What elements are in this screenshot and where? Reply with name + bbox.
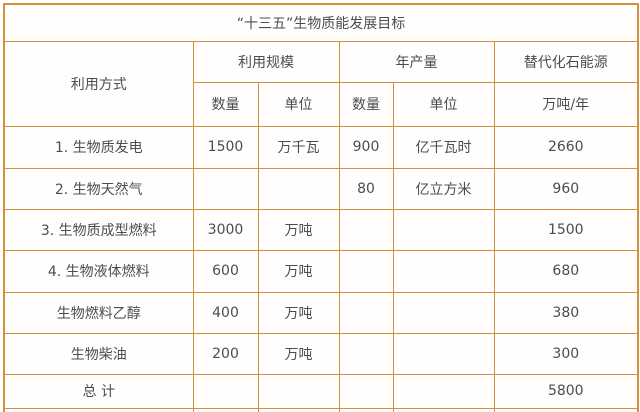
replace-value-cell: 300 — [493, 332, 639, 375]
cutoff-row — [3, 407, 639, 412]
scale-unit-cell: 万千瓦 — [257, 125, 340, 169]
scale-quantity-cell: 400 — [192, 291, 259, 334]
replace-value-cell: 960 — [493, 167, 639, 210]
replace-value-cell: 380 — [493, 291, 639, 334]
replace-value-cell: 2660 — [493, 125, 639, 169]
table-row: 3. 生物质成型燃料 3000 万吨 1500 — [3, 208, 639, 251]
empty-cell — [192, 407, 259, 412]
header-annual-group: 年产量 — [338, 40, 495, 83]
empty-cell — [3, 407, 194, 412]
scale-unit-cell — [257, 167, 340, 210]
scale-unit-cell: 万吨 — [257, 208, 340, 251]
scale-unit-cell: 万吨 — [257, 291, 340, 334]
replace-value-cell: 1500 — [493, 208, 639, 251]
table-title: “十三五”生物质能发展目标 — [3, 3, 639, 42]
annual-unit-cell: 亿千瓦时 — [392, 125, 495, 169]
empty-cell — [257, 407, 340, 412]
annual-quantity-cell — [338, 332, 394, 375]
replace-value-cell: 5800 — [493, 373, 639, 409]
header-scale-quantity: 数量 — [192, 81, 259, 127]
header-usage: 利用方式 — [3, 40, 194, 127]
table-row: 生物燃料乙醇 400 万吨 380 — [3, 291, 639, 334]
empty-cell — [493, 407, 639, 412]
header-annual-unit: 单位 — [392, 81, 495, 127]
header-annual-quantity: 数量 — [338, 81, 394, 127]
scale-quantity-cell: 200 — [192, 332, 259, 375]
row-label-cell: 1. 生物质发电 — [3, 125, 194, 169]
scale-quantity-cell — [192, 167, 259, 210]
table-row: 4. 生物液体燃料 600 万吨 680 — [3, 249, 639, 293]
annual-quantity-cell: 900 — [338, 125, 394, 169]
annual-quantity-cell — [338, 373, 394, 409]
empty-cell — [392, 407, 495, 412]
header-scale-group: 利用规模 — [192, 40, 340, 83]
scale-quantity-cell: 1500 — [192, 125, 259, 169]
row-label-cell: 2. 生物天然气 — [3, 167, 194, 210]
scale-unit-cell: 万吨 — [257, 332, 340, 375]
row-label-cell: 3. 生物质成型燃料 — [3, 208, 194, 251]
annual-quantity-cell — [338, 291, 394, 334]
biomass-target-table: “十三五”生物质能发展目标 利用方式 利用规模 年产量 替代化石能源 数量 单位… — [3, 3, 640, 412]
table-row: 1. 生物质发电 1500 万千瓦 900 亿千瓦时 2660 — [3, 125, 639, 169]
scale-quantity-cell: 600 — [192, 249, 259, 293]
row-label-cell: 生物燃料乙醇 — [3, 291, 194, 334]
total-row: 总 计 5800 — [3, 373, 639, 409]
scale-quantity-cell — [192, 373, 259, 409]
annual-quantity-cell: 80 — [338, 167, 394, 210]
replace-value-cell: 680 — [493, 249, 639, 293]
table-row: 2. 生物天然气 80 亿立方米 960 — [3, 167, 639, 210]
annual-unit-cell — [392, 208, 495, 251]
scale-unit-cell — [257, 373, 340, 409]
annual-quantity-cell — [338, 249, 394, 293]
header-replace-group: 替代化石能源 — [493, 40, 639, 83]
annual-unit-cell — [392, 373, 495, 409]
empty-cell — [338, 407, 394, 412]
header-row-subs: 数量 单位 数量 单位 万吨/年 — [4, 81, 639, 127]
annual-unit-cell: 亿立方米 — [392, 167, 495, 210]
annual-unit-cell — [392, 332, 495, 375]
row-label-cell: 总 计 — [3, 373, 194, 409]
annual-quantity-cell — [338, 208, 394, 251]
title-row: “十三五”生物质能发展目标 — [3, 3, 639, 42]
row-label-cell: 生物柴油 — [3, 332, 194, 375]
header-replace-unit: 万吨/年 — [493, 81, 639, 127]
annual-unit-cell — [392, 249, 495, 293]
header-scale-unit: 单位 — [257, 81, 340, 127]
annual-unit-cell — [392, 291, 495, 334]
scale-quantity-cell: 3000 — [192, 208, 259, 251]
row-label-cell: 4. 生物液体燃料 — [3, 249, 194, 293]
table-row: 生物柴油 200 万吨 300 — [3, 332, 639, 375]
header-row-groups: 利用方式 利用规模 年产量 替代化石能源 — [3, 40, 639, 127]
scale-unit-cell: 万吨 — [257, 249, 340, 293]
